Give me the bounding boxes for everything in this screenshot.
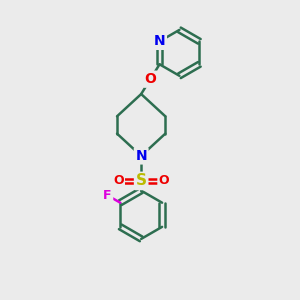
Text: O: O [144, 72, 156, 86]
Text: N: N [154, 34, 165, 48]
Text: O: O [159, 174, 170, 188]
Text: S: S [136, 173, 147, 188]
Text: N: N [135, 149, 147, 163]
Text: O: O [113, 174, 124, 188]
Text: F: F [103, 189, 112, 202]
